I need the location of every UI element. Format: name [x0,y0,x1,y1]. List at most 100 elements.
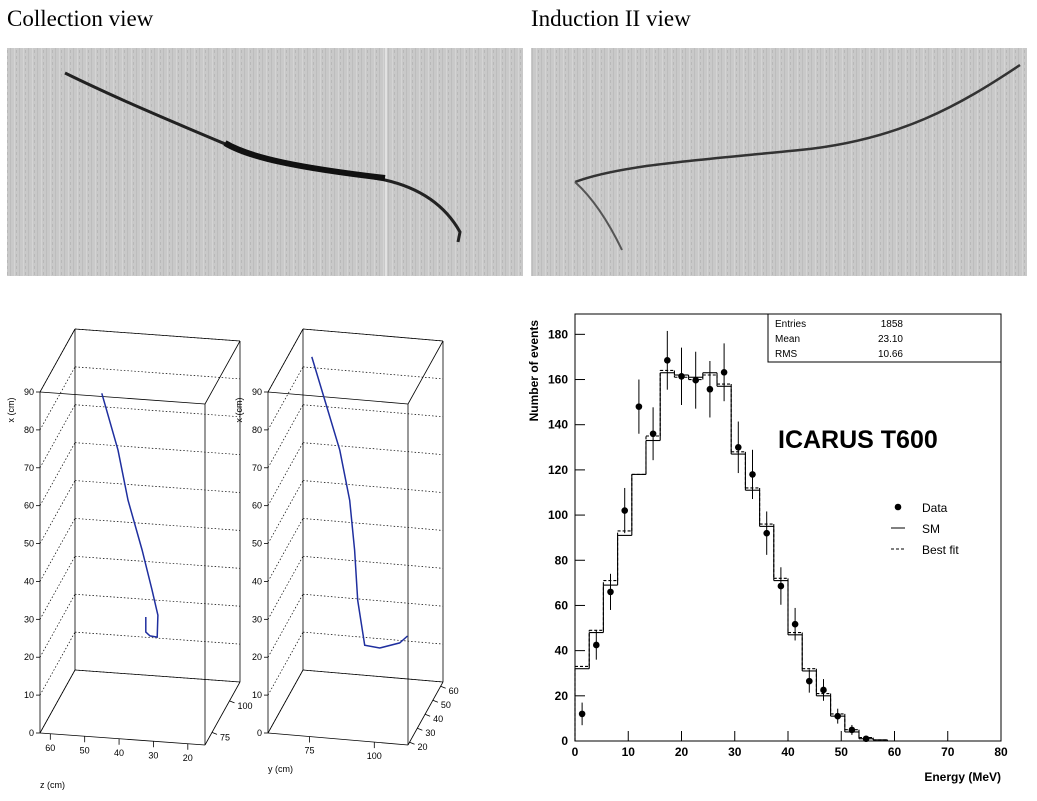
collection-image [7,48,523,276]
grid-line [267,631,304,696]
x-tick-label: 75 [304,746,314,756]
box-edge [407,681,444,746]
x-tick-label: 20 [675,745,689,759]
grid-line [267,518,304,582]
depth-tick-label: 30 [425,728,435,738]
data-point [678,373,685,380]
x-tick-label: 50 [835,745,849,759]
box-edge [204,681,241,746]
data-point [578,710,586,718]
y-tick-label: 20 [252,652,262,662]
stats-value: 10.66 [878,349,903,360]
grid-line [39,442,76,506]
y-tick-label: 80 [555,553,569,567]
grid-line [302,593,444,607]
depth-tick-label: 40 [433,714,443,724]
box-edge [267,391,409,405]
grid-line [39,631,76,696]
stats-value: 1858 [881,319,904,330]
grid-line [267,404,304,468]
y-tick-label: 140 [548,418,568,432]
grid-line [302,518,444,531]
x-tick-label: 30 [728,745,742,759]
tick-mark [211,732,218,735]
grid-line [74,593,241,607]
annotation: ICARUS T600 [778,426,938,454]
grid-line [302,366,444,380]
y-tick-label: 160 [548,373,568,387]
data-point [607,588,614,596]
grid-line [302,555,444,569]
y-tick-label: 70 [24,463,34,473]
x-tick-label: 50 [80,745,90,755]
histogram-riser [574,370,888,741]
data-point [777,582,785,590]
x-tick-label: 60 [888,745,902,759]
y-tick-label: 50 [24,539,34,549]
box-edge [302,328,444,342]
y-tick-label: 10 [24,690,34,700]
box-edge [267,732,409,746]
depth-tick-label: 60 [449,686,459,696]
data-point [791,620,799,628]
x-tick-label: 20 [183,753,193,763]
y-tick-label: 100 [548,508,568,522]
histogram-panel: 0 10 20 30 40 50 60 70 80 0 20 40 60 80 100 120 140 160 18… [527,313,1008,784]
grid-line [74,404,241,418]
data-point [649,430,657,438]
grid-line [39,366,76,431]
grid-line [74,366,241,380]
y-tick-label: 70 [252,463,262,473]
depth-tick-label: 100 [238,701,253,711]
data-point [621,507,629,514]
x-tick-label: 0 [572,745,579,759]
x-axis-label: Energy (MeV) [924,770,1001,784]
y-tick-label: 60 [555,598,569,612]
data-point [806,677,813,685]
y-tick-label: 80 [24,425,34,435]
tick-mark [440,685,446,689]
stats-box [767,313,1002,363]
y-tick-label: 10 [252,690,262,700]
x-tick-label: 40 [114,748,124,758]
grid-line [267,594,304,658]
induction-image [531,48,1027,276]
y-axis-label: Number of events [527,320,541,422]
tick-mark [409,741,415,745]
y-axis-label: x (cm) [234,398,244,423]
stats-value: 23.10 [878,334,903,345]
y-tick-label: 90 [252,387,262,397]
y-tick-label: 20 [555,689,569,703]
grid-line [74,631,241,645]
y-tick-label: 180 [548,327,568,341]
grid-line [302,404,444,418]
image-title: Collection view [7,6,154,31]
stats-label: Mean [775,334,800,345]
y-tick-label: 50 [252,539,262,549]
y-tick-label: 40 [252,576,262,586]
data-point [749,471,756,478]
grid-line [74,480,241,493]
box-edge [39,732,206,746]
box-edge [302,669,444,683]
box-edge [74,669,241,683]
y-tick-label: 60 [24,501,34,511]
data-point [820,686,827,694]
tick-mark [432,699,439,703]
y-tick-label: 120 [548,463,568,477]
tick-mark [424,713,431,717]
data-point [763,529,770,537]
data-point [692,376,699,384]
data-point [720,368,728,376]
depth-tick-label: 20 [418,742,428,752]
x-tick-label: 10 [622,745,636,759]
x-tick-label: 60 [45,743,55,753]
grid-line [39,480,76,544]
grid-line [302,442,444,456]
legend-label: Best fit [922,543,959,557]
grid-line [39,404,76,468]
box-edge [39,391,206,405]
tick-mark [417,727,423,731]
grid-line [302,480,444,493]
